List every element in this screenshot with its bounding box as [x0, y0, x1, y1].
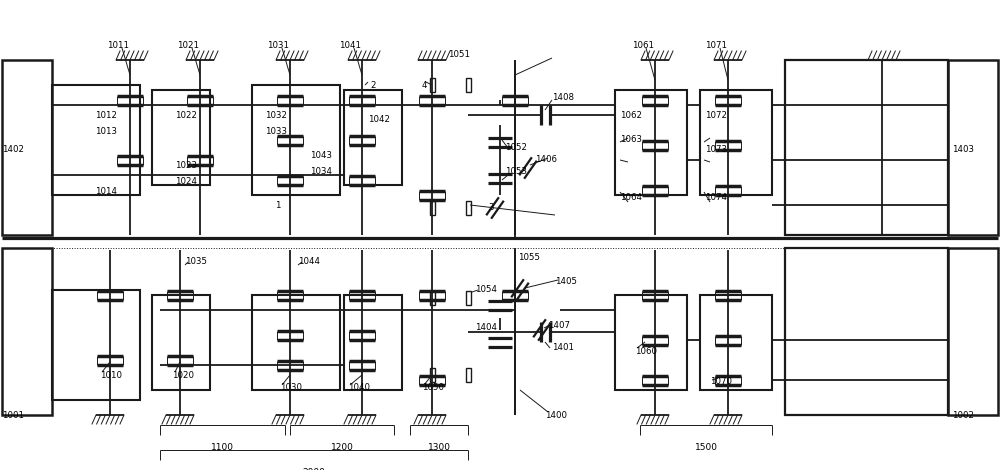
Bar — [430, 368, 435, 382]
Bar — [152, 90, 210, 185]
Text: 1035: 1035 — [185, 258, 207, 266]
Bar — [948, 248, 998, 415]
Text: 1021: 1021 — [177, 40, 199, 49]
Bar — [700, 90, 772, 195]
Text: 1011: 1011 — [107, 40, 129, 49]
Text: 3: 3 — [488, 204, 494, 212]
Text: 1055: 1055 — [518, 253, 540, 263]
Bar — [2, 248, 52, 415]
Text: 1054: 1054 — [475, 285, 497, 295]
Text: 1402: 1402 — [2, 146, 24, 155]
Text: 1051: 1051 — [448, 50, 470, 60]
Text: 1020: 1020 — [172, 370, 194, 379]
Text: 4: 4 — [422, 80, 428, 89]
Text: 1100: 1100 — [211, 443, 234, 452]
Text: 2: 2 — [370, 80, 376, 89]
Bar — [700, 295, 772, 390]
Text: 1002: 1002 — [952, 410, 974, 420]
Bar — [785, 248, 948, 415]
Bar — [152, 295, 210, 390]
Bar — [615, 90, 687, 195]
Text: 1030: 1030 — [280, 384, 302, 392]
Text: 1041: 1041 — [339, 40, 361, 49]
Text: 1023: 1023 — [175, 160, 197, 170]
Text: 1071: 1071 — [705, 40, 727, 49]
Text: 1403: 1403 — [952, 146, 974, 155]
Text: 1064: 1064 — [620, 194, 642, 203]
Bar — [466, 368, 471, 382]
Text: 1022: 1022 — [175, 110, 197, 119]
Bar — [344, 90, 402, 185]
Text: 1032: 1032 — [265, 110, 287, 119]
Text: 1010: 1010 — [100, 370, 122, 379]
Text: 1073: 1073 — [705, 146, 727, 155]
Bar — [252, 85, 340, 195]
Bar — [52, 85, 140, 195]
Text: 1400: 1400 — [545, 410, 567, 420]
Text: 1044: 1044 — [298, 258, 320, 266]
Bar — [466, 291, 471, 305]
Text: 1200: 1200 — [331, 443, 353, 452]
Text: 1060: 1060 — [635, 347, 657, 357]
Text: 1405: 1405 — [555, 277, 577, 287]
Text: 1042: 1042 — [368, 116, 390, 125]
Text: 1062: 1062 — [620, 110, 642, 119]
Text: 1404: 1404 — [475, 323, 497, 332]
Text: 1406: 1406 — [535, 156, 557, 164]
Text: 1401: 1401 — [552, 344, 574, 352]
Text: 1031: 1031 — [267, 40, 289, 49]
Bar — [615, 295, 687, 390]
Bar — [52, 290, 140, 400]
Text: 1407: 1407 — [548, 321, 570, 329]
Bar — [430, 291, 435, 305]
Text: 1072: 1072 — [705, 110, 727, 119]
Text: 1024: 1024 — [175, 178, 197, 187]
Text: 1300: 1300 — [428, 443, 450, 452]
Text: 1053: 1053 — [505, 167, 527, 177]
Text: 1013: 1013 — [95, 127, 117, 136]
Text: 1063: 1063 — [620, 135, 642, 144]
Bar — [252, 295, 340, 390]
Text: 2000: 2000 — [303, 468, 325, 470]
Bar — [430, 78, 435, 92]
Bar — [948, 60, 998, 235]
Text: 1408: 1408 — [552, 94, 574, 102]
Bar — [466, 78, 471, 92]
Text: 1001: 1001 — [2, 410, 24, 420]
Text: 1043: 1043 — [310, 150, 332, 159]
Bar — [344, 295, 402, 390]
Text: 1040: 1040 — [348, 384, 370, 392]
Bar — [785, 60, 948, 235]
Text: 1: 1 — [275, 201, 281, 210]
Bar — [466, 201, 471, 215]
Text: 1034: 1034 — [310, 167, 332, 177]
Text: 1050: 1050 — [422, 384, 444, 392]
Bar — [2, 60, 52, 235]
Text: 1014: 1014 — [95, 188, 117, 196]
Bar — [430, 201, 435, 215]
Text: 1070: 1070 — [710, 377, 732, 386]
Text: 1500: 1500 — [694, 443, 718, 452]
Text: 1012: 1012 — [95, 110, 117, 119]
Text: 1052: 1052 — [505, 143, 527, 152]
Text: 1033: 1033 — [265, 127, 287, 136]
Text: 1074: 1074 — [705, 194, 727, 203]
Text: 1061: 1061 — [632, 40, 654, 49]
